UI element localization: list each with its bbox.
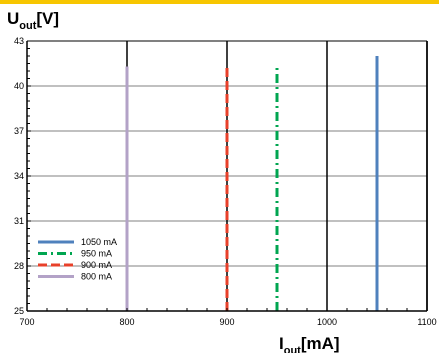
accent-bar — [0, 0, 439, 4]
legend-label: 950 mA — [81, 249, 112, 259]
x-tick-label: 1000 — [317, 317, 337, 327]
x-tick-label: 800 — [119, 317, 134, 327]
x-axis-title-sub: out — [284, 345, 301, 353]
y-tick-label: 40 — [14, 81, 24, 91]
y-axis-title-unit: [V] — [36, 9, 59, 28]
legend-label: 900 mA — [81, 260, 112, 270]
y-tick-label: 31 — [14, 216, 24, 226]
legend-label: 800 mA — [81, 272, 112, 282]
axes — [26, 40, 428, 312]
y-tick-label: 37 — [14, 126, 24, 136]
x-axis-title-main: I — [279, 334, 284, 353]
y-tick-label: 25 — [14, 306, 24, 316]
y-axis-title: Uout[V] — [7, 9, 59, 32]
legend-label: 1050 mA — [81, 237, 117, 247]
y-tick-label: 34 — [14, 171, 24, 181]
x-tick-label: 900 — [219, 317, 234, 327]
x-axis-title: Iout[mA] — [279, 334, 340, 353]
x-tick-label: 700 — [19, 317, 34, 327]
y-tick-label: 43 — [14, 36, 24, 46]
series-group — [125, 56, 379, 311]
x-axis-title-unit: [mA] — [301, 334, 340, 353]
y-axis-title-main: U — [7, 9, 19, 28]
y-axis-title-sub: out — [19, 20, 36, 32]
y-tick-label: 28 — [14, 261, 24, 271]
tick-labels: 25 28 31 34 37 40 43 700 800 900 1000 1100 — [14, 36, 437, 327]
x-tick-label: 1100 — [417, 317, 436, 327]
